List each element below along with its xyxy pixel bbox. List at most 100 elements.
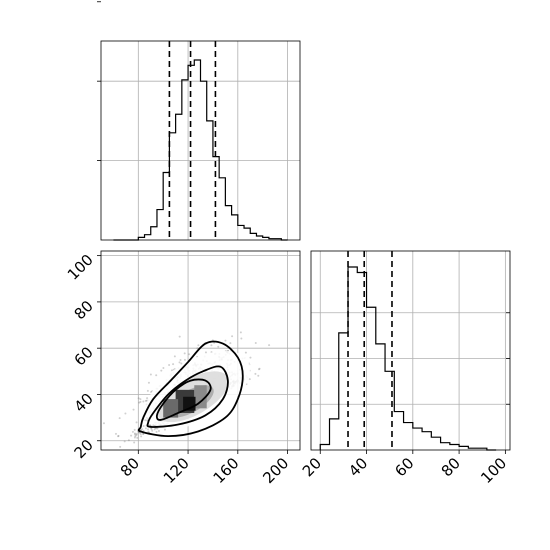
scatter-point (132, 408, 135, 411)
density-block (194, 385, 207, 409)
scatter-point (144, 427, 147, 430)
scatter-point (248, 378, 251, 381)
scatter-point (257, 374, 260, 377)
y-tick-label: 20 (71, 436, 97, 462)
scatter-point (160, 369, 163, 372)
scatter-point (157, 430, 160, 433)
scatter-point (268, 344, 271, 347)
scatter-point (162, 367, 165, 370)
scatter-point (123, 440, 126, 443)
scatter-point (183, 358, 186, 361)
scatter-point (124, 412, 127, 415)
y-hist-xtick-label: 80 (438, 454, 464, 480)
scatter-point (155, 374, 158, 377)
scatter-point (138, 401, 141, 404)
scatter-point (204, 351, 207, 354)
density-contour (146, 365, 229, 428)
scatter-point (142, 432, 145, 435)
x-hist-frame (100, 40, 301, 241)
scatter-point (118, 417, 121, 420)
scatter-point (155, 430, 158, 433)
scatter-point (134, 435, 137, 438)
scatter-point (131, 430, 134, 433)
scatter-point (197, 344, 200, 347)
scatter-point (231, 335, 234, 338)
scatter-point (239, 331, 242, 334)
y-hist-xtick-label: 60 (391, 454, 417, 480)
scatter-point (136, 436, 139, 439)
y-marginal-histogram-panel: 20 40 60 80 100 (299, 250, 511, 487)
scatter-point (135, 434, 138, 437)
scatter-point (148, 424, 151, 427)
scatter-point (147, 428, 150, 431)
joint-content (101, 251, 300, 450)
y-tick-label: 60 (71, 343, 97, 369)
scatter-point (153, 428, 156, 431)
scatter-point (240, 337, 243, 340)
scatter-point (133, 432, 136, 435)
scatter-point (257, 368, 260, 371)
scatter-point (134, 433, 137, 436)
scatter-point (149, 373, 152, 376)
scatter-point (133, 428, 136, 431)
x-tick-label: 200 (259, 454, 292, 487)
scatter-point (119, 445, 122, 448)
y-hist-xtick-label: 100 (477, 454, 510, 487)
scatter-point (151, 429, 154, 432)
scatter-point (130, 434, 133, 437)
joint-frame (100, 250, 301, 451)
scatter-point (140, 428, 143, 431)
scatter-point (183, 352, 186, 355)
scatter-point (139, 400, 142, 403)
scatter-point (140, 435, 143, 438)
scatter-point (146, 389, 149, 392)
scatter-point (180, 362, 183, 365)
density-contour (137, 340, 244, 438)
y-hist-frame (310, 250, 511, 451)
scatter-point (217, 345, 220, 348)
scatter-point (147, 430, 150, 433)
x-tick-label: 80 (117, 454, 143, 480)
scatter-point (117, 435, 120, 438)
scatter-point (117, 434, 120, 437)
scatter-point (173, 355, 176, 358)
y-hist-xtick-label: 20 (299, 454, 325, 480)
scatter-point (196, 347, 199, 350)
scatter-point (142, 432, 145, 435)
scatter-point (254, 372, 257, 375)
scatter-point (144, 419, 147, 422)
scatter-point (139, 433, 142, 436)
scatter-point (144, 399, 147, 402)
scatter-point (135, 432, 138, 435)
scatter-point (210, 344, 213, 347)
scatter-point (178, 361, 181, 364)
scatter-point (188, 353, 191, 356)
scatter-point (172, 363, 175, 366)
x-marginal-histogram-panel (97, 1, 301, 241)
scatter-point (244, 351, 247, 354)
scatter-point (224, 339, 227, 342)
x-hist-series (113, 59, 288, 241)
scatter-point (137, 397, 140, 400)
scatter-point (178, 335, 181, 338)
y-hist-xtick-label: 40 (345, 454, 371, 480)
density-contour (155, 378, 212, 421)
scatter-point (249, 356, 252, 359)
scatter-point (147, 381, 150, 384)
y-tick-label: 100 (64, 251, 97, 284)
scatter-point (133, 436, 136, 439)
scatter-point (146, 397, 149, 400)
scatter-point (127, 439, 130, 442)
y-tick-label: 80 (71, 297, 97, 323)
x-tick-label: 160 (210, 454, 243, 487)
scatter-point (135, 421, 138, 424)
scatter-point (142, 424, 145, 427)
scatter-point (141, 428, 144, 431)
scatter-point (133, 441, 136, 444)
y-tick-label: 40 (71, 390, 97, 416)
scatter-point (168, 363, 171, 366)
scatter-point (156, 427, 159, 430)
scatter-point (258, 367, 261, 370)
scatter-point (163, 428, 166, 431)
